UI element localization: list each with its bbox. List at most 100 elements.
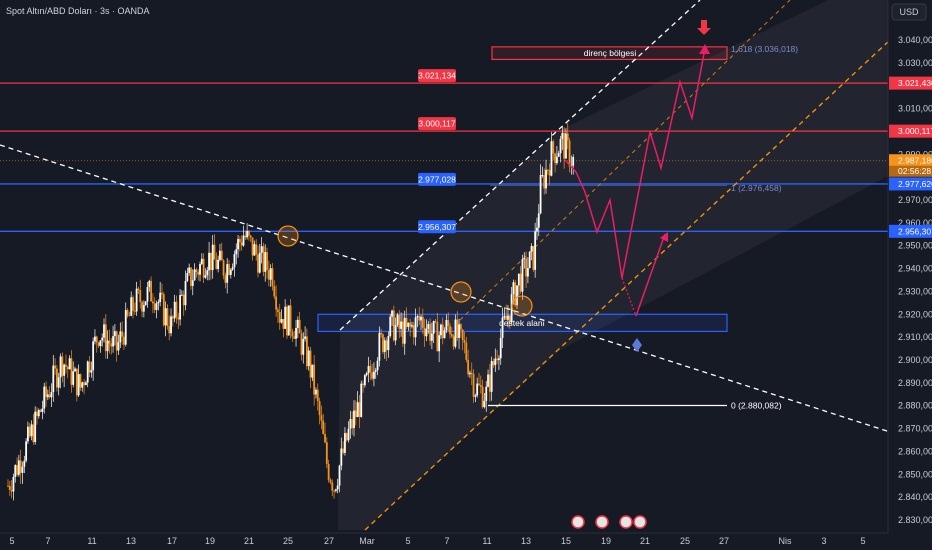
candle-body <box>37 409 40 417</box>
candle-body <box>77 374 80 396</box>
candle-body <box>264 252 267 272</box>
candle-body <box>220 250 223 261</box>
candle-body <box>345 433 348 441</box>
candle-body <box>344 433 346 453</box>
candle-body <box>23 460 26 467</box>
candle-body <box>54 365 56 369</box>
candle-body <box>278 312 281 323</box>
candle-body <box>467 359 470 375</box>
y-tick-label: 2.960,000 <box>898 218 932 228</box>
candle-body <box>52 365 55 393</box>
candle-body <box>479 385 482 387</box>
candle-body <box>159 292 162 302</box>
candle-body <box>450 334 453 337</box>
candle-body <box>371 372 374 379</box>
candle-body <box>554 153 556 164</box>
candle-body <box>463 340 466 343</box>
candle-body <box>115 331 118 351</box>
x-tick-label: 5 <box>405 536 410 546</box>
candle-body <box>197 272 200 275</box>
candle-body <box>514 282 517 306</box>
candle-body <box>411 325 413 327</box>
x-tick-label: 11 <box>87 536 96 546</box>
candle-body <box>304 336 306 339</box>
candle-body <box>275 296 278 310</box>
economic-event-icon[interactable] <box>619 515 633 529</box>
direnc-zone-label: direnç bölgesi <box>584 48 637 58</box>
candle-body <box>360 383 363 417</box>
y-tick-label: 3.030,000 <box>898 58 932 68</box>
candle-body <box>305 336 308 367</box>
projection-path-a <box>564 159 623 279</box>
candle-body <box>492 361 495 366</box>
blue-level-1-axis-badge <box>889 177 932 191</box>
candle-body <box>249 235 252 238</box>
candle-body <box>21 466 24 473</box>
candle-body <box>429 324 431 341</box>
current-price-axis-text: 2.987,180 <box>898 156 932 166</box>
candle-body <box>563 132 566 159</box>
candle-body <box>516 285 518 306</box>
candle-body <box>83 382 85 386</box>
candle-body <box>17 460 20 475</box>
blue-level-2-axis-badge <box>889 224 932 238</box>
candle-body <box>452 336 455 347</box>
direnc-zone-rect[interactable] <box>491 46 728 61</box>
candle-body <box>182 294 185 306</box>
currency-label: USD <box>899 7 919 17</box>
candle-body <box>255 244 258 255</box>
economic-event-icon[interactable] <box>595 515 609 529</box>
economic-event-icon[interactable] <box>571 515 585 529</box>
candle-body <box>206 270 209 276</box>
y-tick-label: 2.950,000 <box>898 241 932 251</box>
candle-body <box>244 235 247 238</box>
candle-body <box>517 273 520 286</box>
candle-body <box>186 272 189 282</box>
candle-body <box>126 310 129 316</box>
candle-body <box>59 356 62 378</box>
candle-body <box>19 460 22 473</box>
candle-body <box>383 340 386 353</box>
candle-body <box>316 389 319 402</box>
candle-body <box>291 331 294 337</box>
candle-body <box>445 320 448 331</box>
candle-body <box>61 356 64 376</box>
upper-channel-line <box>339 0 701 331</box>
candle-body <box>65 364 67 367</box>
candle-body <box>139 290 142 303</box>
candle-body <box>200 258 203 265</box>
candle-body <box>68 358 71 370</box>
candle-body <box>231 267 234 270</box>
candle-layer[interactable] <box>7 123 575 501</box>
y-tick-label: 2.830,000 <box>898 515 932 525</box>
red-level-1-axis-badge <box>889 76 932 90</box>
candle-body <box>253 244 256 256</box>
currency-button[interactable] <box>891 3 927 21</box>
candle-body <box>75 368 78 396</box>
candle-body <box>257 254 259 273</box>
candle-body <box>532 246 535 270</box>
candle-body <box>440 324 442 336</box>
candle-body <box>177 317 180 320</box>
candle-body <box>193 269 196 281</box>
candle-body <box>555 156 558 164</box>
candle-body <box>561 132 564 140</box>
candle-body <box>45 386 47 398</box>
candle-body <box>103 324 105 338</box>
candle-body <box>25 441 28 461</box>
fib-0-label: 0 (2.880,082) <box>731 401 782 411</box>
candle-body <box>333 490 335 492</box>
candle-body <box>324 434 326 443</box>
economic-event-icon[interactable] <box>633 515 647 529</box>
candle-body <box>334 489 337 491</box>
x-tick-label: 5 <box>9 536 14 546</box>
candle-body <box>295 327 297 339</box>
candle-body <box>465 342 468 360</box>
candle-body <box>121 331 124 337</box>
candle-body <box>418 316 421 321</box>
candle-body <box>161 292 163 295</box>
candle-body <box>313 364 316 395</box>
